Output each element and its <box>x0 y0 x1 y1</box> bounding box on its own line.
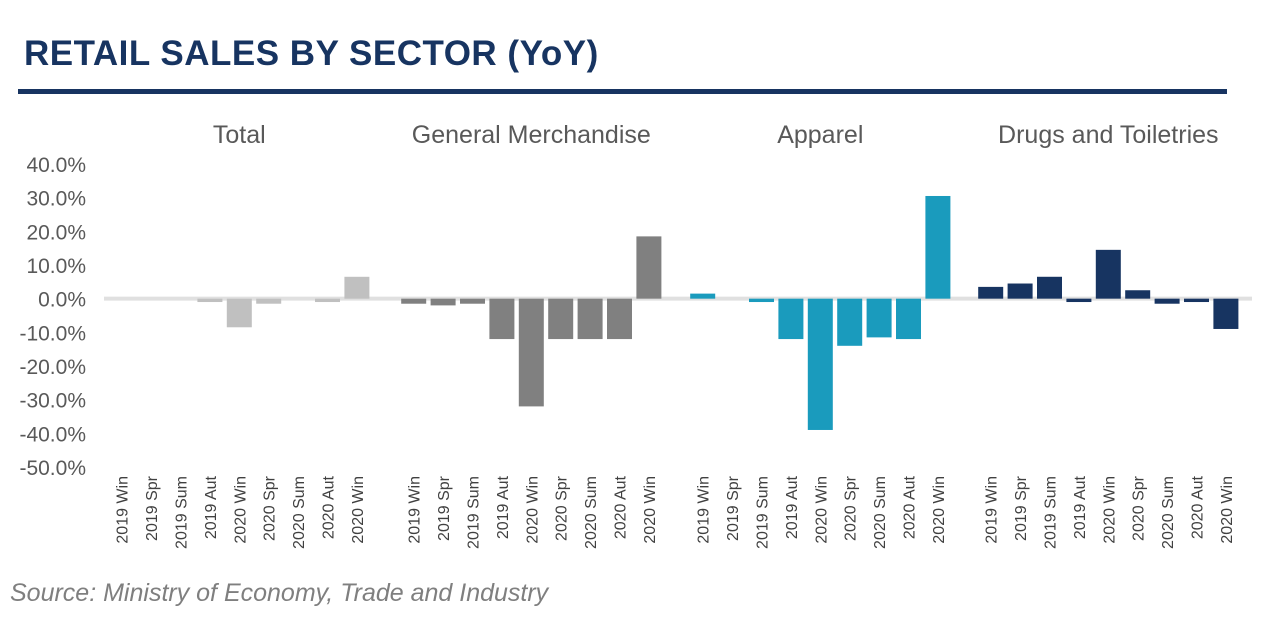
bar <box>1125 290 1151 299</box>
x-tick-label: 2019 Aut <box>1072 475 1089 539</box>
y-tick-label: 30.0% <box>26 188 86 211</box>
x-tick-label: 2020 Win <box>350 476 367 544</box>
x-tick-label: 2019 Spr <box>144 475 161 541</box>
bar <box>1095 249 1121 299</box>
x-tick-label: 2019 Aut <box>203 475 220 539</box>
x-tick-label: 2020 Aut <box>902 475 919 539</box>
x-tick-label: 2020 Aut <box>1190 475 1207 539</box>
bar <box>344 276 370 299</box>
x-tick-label: 2019 Aut <box>495 475 512 539</box>
bar <box>197 298 223 303</box>
panel-title: Drugs and Toiletries <box>998 121 1218 149</box>
x-tick-label: 2019 Win <box>115 476 132 544</box>
x-tick-label: 2020 Win <box>931 476 948 544</box>
panel-title: Apparel <box>777 121 863 149</box>
bar <box>807 298 833 430</box>
x-tick-label: 2020 Aut <box>321 475 338 539</box>
x-tick-label: 2019 Spr <box>725 475 742 541</box>
bar <box>489 298 515 340</box>
x-tick-label: 2020 Win <box>642 476 659 544</box>
x-tick-label: 2019 Sum <box>466 476 483 549</box>
x-tick-label: 2019 Spr <box>1013 475 1030 541</box>
y-tick-label: -50.0% <box>19 457 86 480</box>
bar <box>430 298 456 306</box>
x-tick-label: 2020 Spr <box>554 475 571 541</box>
x-tick-label: 2020 Sum <box>872 476 889 549</box>
x-tick-label: 2019 Win <box>696 476 713 544</box>
x-tick-label: 2020 Win <box>524 476 541 544</box>
x-tick-label: 2019 Sum <box>1043 476 1060 549</box>
bar <box>1154 298 1180 304</box>
bar <box>401 298 427 304</box>
x-tick-label: 2019 Win <box>984 476 1001 544</box>
bar <box>837 298 863 346</box>
x-tick-label: 2019 Aut <box>784 475 801 539</box>
bar <box>978 286 1004 299</box>
bar <box>460 298 485 304</box>
source-note: Source: Ministry of Economy, Trade and I… <box>10 579 549 607</box>
x-tick-label: 2019 Win <box>407 476 424 544</box>
bar <box>577 298 603 340</box>
bar <box>925 195 951 299</box>
bar <box>518 298 544 407</box>
bar <box>690 293 716 299</box>
x-tick-label: 2020 Sum <box>1160 476 1177 549</box>
bar <box>548 298 574 340</box>
y-tick-label: 10.0% <box>26 255 86 278</box>
bar <box>636 236 662 299</box>
bar <box>226 298 252 328</box>
x-tick-label: 2020 Win <box>1101 476 1118 544</box>
y-tick-label: -30.0% <box>19 390 86 413</box>
x-tick-label: 2020 Aut <box>613 475 630 539</box>
panel-title: General Merchandise <box>412 121 651 149</box>
bar <box>1184 298 1209 303</box>
panel-title: Total <box>213 121 266 149</box>
bar <box>866 298 892 338</box>
bar <box>256 298 282 304</box>
bar <box>1066 298 1092 303</box>
bar <box>1007 283 1033 299</box>
title-divider <box>18 89 1227 94</box>
bar <box>749 298 774 303</box>
bar <box>607 298 632 340</box>
y-tick-label: 0.0% <box>38 289 86 312</box>
y-tick-label: -10.0% <box>19 322 86 345</box>
x-tick-label: 2020 Sum <box>291 476 308 549</box>
x-tick-label: 2020 Spr <box>843 475 860 541</box>
y-tick-label: 40.0% <box>26 154 86 177</box>
chart-title: RETAIL SALES BY SECTOR (YoY) <box>24 34 599 73</box>
x-tick-label: 2020 Win <box>1219 476 1236 544</box>
y-tick-label: -20.0% <box>19 356 86 379</box>
bar <box>1037 276 1062 299</box>
y-tick-label: 20.0% <box>26 221 86 244</box>
x-tick-label: 2020 Sum <box>583 476 600 549</box>
x-tick-label: 2019 Sum <box>755 476 772 549</box>
bar <box>778 298 804 340</box>
y-tick-label: -40.0% <box>19 423 86 446</box>
x-tick-label: 2020 Win <box>813 476 830 544</box>
x-tick-label: 2020 Spr <box>262 475 279 541</box>
x-tick-label: 2019 Sum <box>174 476 191 549</box>
x-tick-label: 2020 Win <box>232 476 249 544</box>
bar <box>1213 298 1239 329</box>
bar <box>315 298 340 303</box>
bar <box>896 298 921 340</box>
x-tick-label: 2020 Spr <box>1131 475 1148 541</box>
x-tick-label: 2019 Spr <box>436 475 453 541</box>
